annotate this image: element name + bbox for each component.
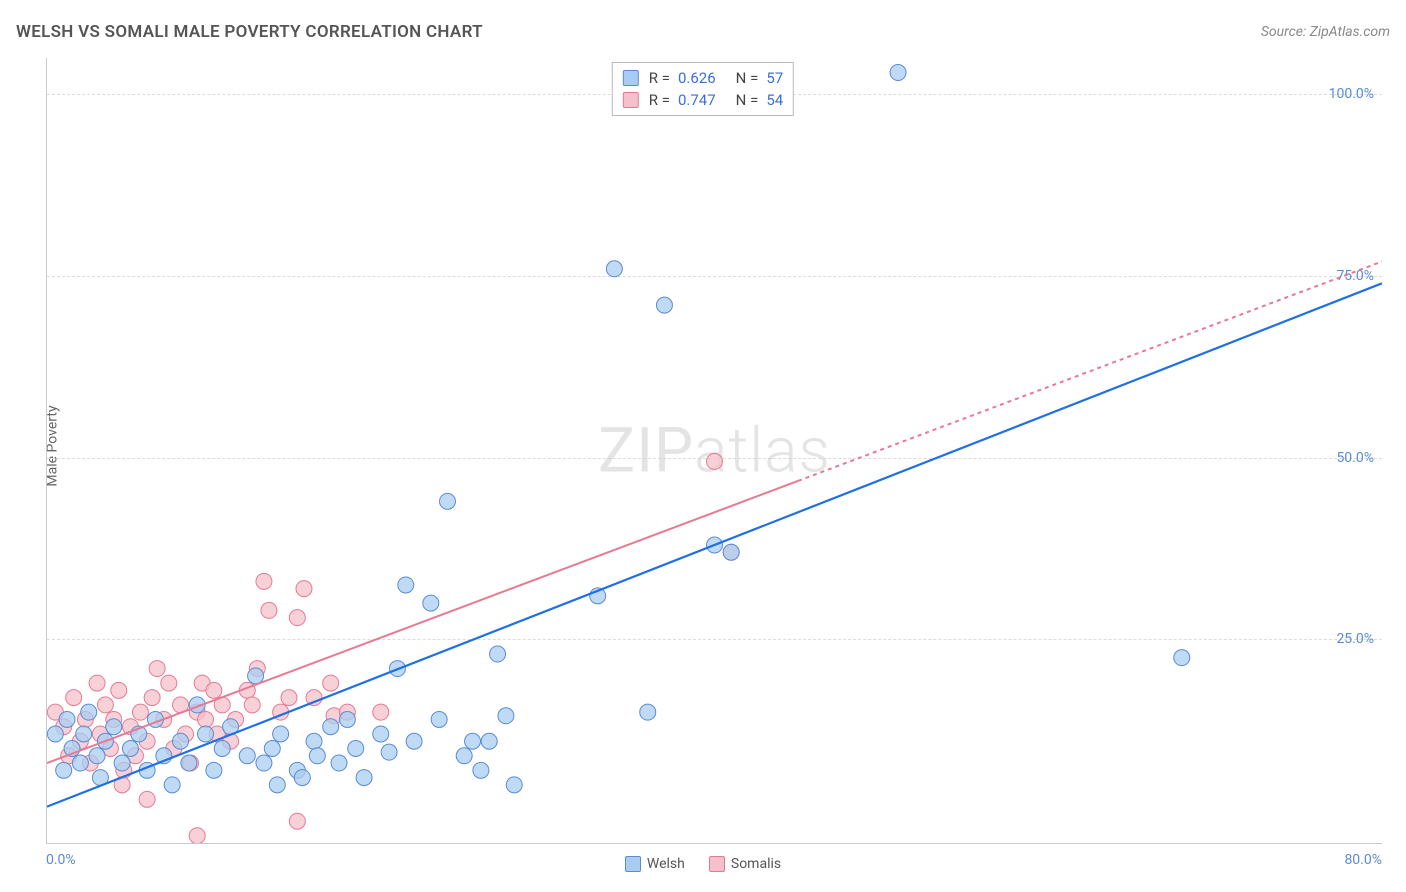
data-point [256, 755, 272, 771]
series-legend: Welsh Somalis [0, 856, 1406, 872]
data-point [423, 595, 439, 611]
data-point [47, 726, 63, 742]
data-point [381, 744, 397, 760]
data-point [656, 297, 672, 313]
stat-r-label: R = [649, 91, 670, 109]
data-point [248, 668, 264, 684]
data-point [356, 770, 372, 786]
data-point [306, 733, 322, 749]
data-point [72, 755, 88, 771]
data-point [323, 675, 339, 691]
data-point [373, 726, 389, 742]
legend-swatch [625, 856, 641, 872]
legend-label: Welsh [647, 856, 685, 872]
data-point [206, 762, 222, 778]
data-point [97, 697, 113, 713]
data-point [264, 741, 280, 757]
data-point [173, 733, 189, 749]
data-point [76, 726, 92, 742]
stat-n-label: N = [736, 69, 759, 87]
chart-title: WELSH VS SOMALI MALE POVERTY CORRELATION… [16, 22, 483, 42]
data-point [66, 690, 82, 706]
data-point [198, 726, 214, 742]
data-point [296, 581, 312, 597]
stat-n-label: N = [736, 91, 759, 109]
stat-r-value: 0.626 [678, 69, 716, 87]
data-point [149, 661, 165, 677]
stat-n-value: 54 [766, 91, 783, 109]
data-point [323, 719, 339, 735]
data-point [465, 733, 481, 749]
data-point [59, 711, 75, 727]
data-point [640, 704, 656, 720]
data-point [309, 748, 325, 764]
data-point [331, 755, 347, 771]
chart-area: ZIPatlas 25.0%50.0%75.0%100.0% [46, 58, 1382, 844]
data-point [723, 544, 739, 560]
data-point [289, 610, 305, 626]
data-point [456, 748, 472, 764]
data-point [56, 762, 72, 778]
data-point [506, 777, 522, 793]
legend-row: R = 0.747 N = 54 [623, 89, 783, 111]
data-point [122, 741, 138, 757]
data-point [206, 682, 222, 698]
data-point [256, 573, 272, 589]
data-point [473, 762, 489, 778]
data-point [890, 65, 906, 81]
data-point [339, 711, 355, 727]
data-point [239, 748, 255, 764]
data-point [490, 646, 506, 662]
stat-r-label: R = [649, 69, 670, 87]
correlation-legend: R = 0.626 N = 57 R = 0.747 N = 54 [612, 62, 794, 116]
data-point [139, 791, 155, 807]
data-point [106, 719, 122, 735]
legend-row: R = 0.626 N = 57 [623, 67, 783, 89]
data-point [406, 733, 422, 749]
data-point [498, 708, 514, 724]
data-point [244, 697, 260, 713]
data-point [606, 261, 622, 277]
data-point [440, 493, 456, 509]
data-point [289, 813, 305, 829]
stat-r-value: 0.747 [678, 91, 716, 109]
data-point [114, 755, 130, 771]
data-point [189, 828, 205, 843]
data-point [198, 711, 214, 727]
data-point [294, 770, 310, 786]
data-point [161, 675, 177, 691]
data-point [214, 741, 230, 757]
data-point [398, 577, 414, 593]
data-point [164, 777, 180, 793]
data-point [89, 675, 105, 691]
data-point [132, 704, 148, 720]
regression-line-dashed [798, 262, 1382, 481]
regression-line [47, 481, 798, 763]
data-point [89, 748, 105, 764]
data-point [273, 726, 289, 742]
data-point [111, 682, 127, 698]
data-point [707, 453, 723, 469]
series-legend-item: Somalis [709, 856, 781, 872]
data-point [144, 690, 160, 706]
data-point [81, 704, 97, 720]
legend-label: Somalis [731, 856, 781, 872]
series-legend-item: Welsh [625, 856, 685, 872]
data-point [281, 690, 297, 706]
data-point [481, 733, 497, 749]
data-point [431, 711, 447, 727]
scatter-plot [47, 58, 1382, 843]
legend-swatch [709, 856, 725, 872]
data-point [1174, 650, 1190, 666]
legend-swatch [623, 70, 639, 86]
stat-n-value: 57 [766, 69, 783, 87]
source-label: Source: ZipAtlas.com [1261, 24, 1390, 40]
data-point [348, 741, 364, 757]
data-point [181, 755, 197, 771]
data-point [269, 777, 285, 793]
legend-swatch [623, 92, 639, 108]
data-point [373, 704, 389, 720]
regression-line [47, 283, 1382, 806]
data-point [261, 602, 277, 618]
